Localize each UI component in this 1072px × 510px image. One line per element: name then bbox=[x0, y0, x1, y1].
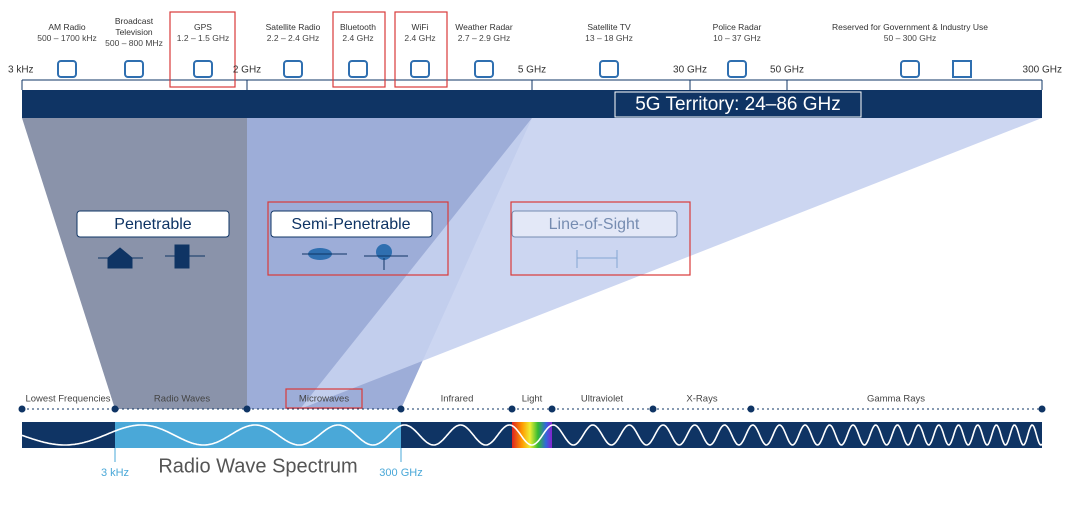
region-label: Infrared bbox=[441, 394, 474, 405]
band-name: Satellite Radio bbox=[265, 22, 321, 32]
band-label: Satellite Radio 2.2 – 2.4 GHz bbox=[258, 22, 328, 44]
band-name: Bluetooth bbox=[340, 22, 376, 32]
region-label: Ultraviolet bbox=[581, 394, 624, 405]
radio-segment bbox=[115, 422, 401, 448]
band-icon bbox=[283, 60, 303, 78]
band-label: Broadcast Television 500 – 800 MHz bbox=[104, 16, 164, 49]
region-label: Lowest Frequencies bbox=[25, 394, 110, 405]
band-icon bbox=[57, 60, 77, 78]
band-name: Weather Radar bbox=[455, 22, 513, 32]
band-icon bbox=[410, 60, 430, 78]
zone-label: Semi-Penetrable bbox=[291, 216, 410, 233]
scale-label: 300 GHz bbox=[1023, 65, 1062, 76]
band-range: 50 – 300 GHz bbox=[883, 33, 937, 43]
zone-box bbox=[270, 210, 433, 238]
band-label: AM Radio 500 – 1700 kHz bbox=[32, 22, 102, 44]
spectrum-dot bbox=[747, 405, 755, 413]
band-icon bbox=[124, 60, 144, 78]
band-range: 500 – 800 MHz bbox=[105, 38, 163, 48]
spectrum-dot bbox=[548, 405, 556, 413]
highlight-boxes bbox=[169, 11, 691, 409]
scale-label: 2 GHz bbox=[233, 65, 261, 76]
spectrum-dot bbox=[111, 405, 119, 413]
zone-label: Penetrable bbox=[114, 216, 191, 233]
band-icon bbox=[474, 60, 494, 78]
frequency-bar bbox=[22, 90, 1042, 118]
region-label: Gamma Rays bbox=[867, 394, 925, 405]
band-label: Police Radar 10 – 37 GHz bbox=[702, 22, 772, 44]
region-label: Microwaves bbox=[299, 394, 349, 405]
band-range: 2.7 – 2.9 GHz bbox=[457, 33, 511, 43]
zone-box bbox=[511, 210, 678, 238]
line-of-sight-zone bbox=[300, 118, 1042, 409]
scale-label: 3 kHz bbox=[8, 65, 34, 76]
band-label: Weather Radar 2.7 – 2.9 GHz bbox=[449, 22, 519, 44]
semi-penetrable-zone bbox=[247, 118, 532, 409]
region-label: Light bbox=[522, 394, 543, 405]
band-range: 1.2 – 1.5 GHz bbox=[176, 33, 230, 43]
spectrum-dot bbox=[18, 405, 26, 413]
spectrum-end: 300 GHz bbox=[379, 467, 422, 479]
band-range: 2.4 GHz bbox=[404, 33, 436, 43]
territory-label: 5G Territory: 24–86 GHz bbox=[635, 94, 841, 115]
band-range: 2.4 GHz bbox=[342, 33, 374, 43]
wave bbox=[21, 424, 1043, 446]
band-name: Broadcast Television bbox=[114, 16, 154, 37]
spectrum-start: 3 kHz bbox=[101, 467, 129, 479]
scale-label: 30 GHz bbox=[673, 65, 707, 76]
band-label: Satellite TV 13 – 18 GHz bbox=[574, 22, 644, 44]
spectrum-dot bbox=[397, 405, 405, 413]
scale-label: 5 GHz bbox=[518, 65, 546, 76]
region-label: Radio Waves bbox=[154, 394, 210, 405]
band-name: Satellite TV bbox=[587, 22, 631, 32]
spectrum-dot bbox=[243, 405, 251, 413]
region-label: X-Rays bbox=[686, 394, 717, 405]
band-name: WiFi bbox=[411, 22, 429, 32]
band-label: Reserved for Government & Industry Use 50… bbox=[810, 22, 1010, 44]
band-range: 10 – 37 GHz bbox=[713, 33, 761, 43]
visible-light bbox=[512, 422, 552, 448]
spectrum-dot bbox=[1038, 405, 1046, 413]
spectrum-dot bbox=[508, 405, 516, 413]
penetrable-zone bbox=[22, 118, 247, 409]
antenna-icon bbox=[576, 250, 618, 268]
zone-icons bbox=[98, 244, 408, 270]
band-name: Reserved for Government & Industry Use bbox=[832, 22, 988, 32]
band-icon bbox=[900, 60, 920, 78]
spectrum-title: Radio Wave Spectrum bbox=[158, 455, 357, 477]
band-icon bbox=[193, 60, 213, 78]
scale-label: 50 GHz bbox=[770, 65, 804, 76]
band-icon bbox=[727, 60, 747, 78]
band-label: Bluetooth 2.4 GHz bbox=[328, 22, 388, 44]
territory-box bbox=[614, 91, 862, 118]
band-range: 500 – 1700 kHz bbox=[37, 33, 97, 43]
band-icon bbox=[952, 60, 972, 78]
band-range: 2.2 – 2.4 GHz bbox=[266, 33, 320, 43]
band-label: WiFi 2.4 GHz bbox=[390, 22, 450, 44]
spectrum-dot bbox=[649, 405, 657, 413]
band-range: 13 – 18 GHz bbox=[585, 33, 633, 43]
band-name: GPS bbox=[194, 22, 212, 32]
zone-label: Line-of-Sight bbox=[549, 216, 640, 233]
band-name: AM Radio bbox=[48, 22, 86, 32]
zone-box bbox=[76, 210, 230, 238]
band-icon bbox=[599, 60, 619, 78]
band-name: Police Radar bbox=[712, 22, 762, 32]
band-label: GPS 1.2 – 1.5 GHz bbox=[168, 22, 238, 44]
band-icon bbox=[348, 60, 368, 78]
